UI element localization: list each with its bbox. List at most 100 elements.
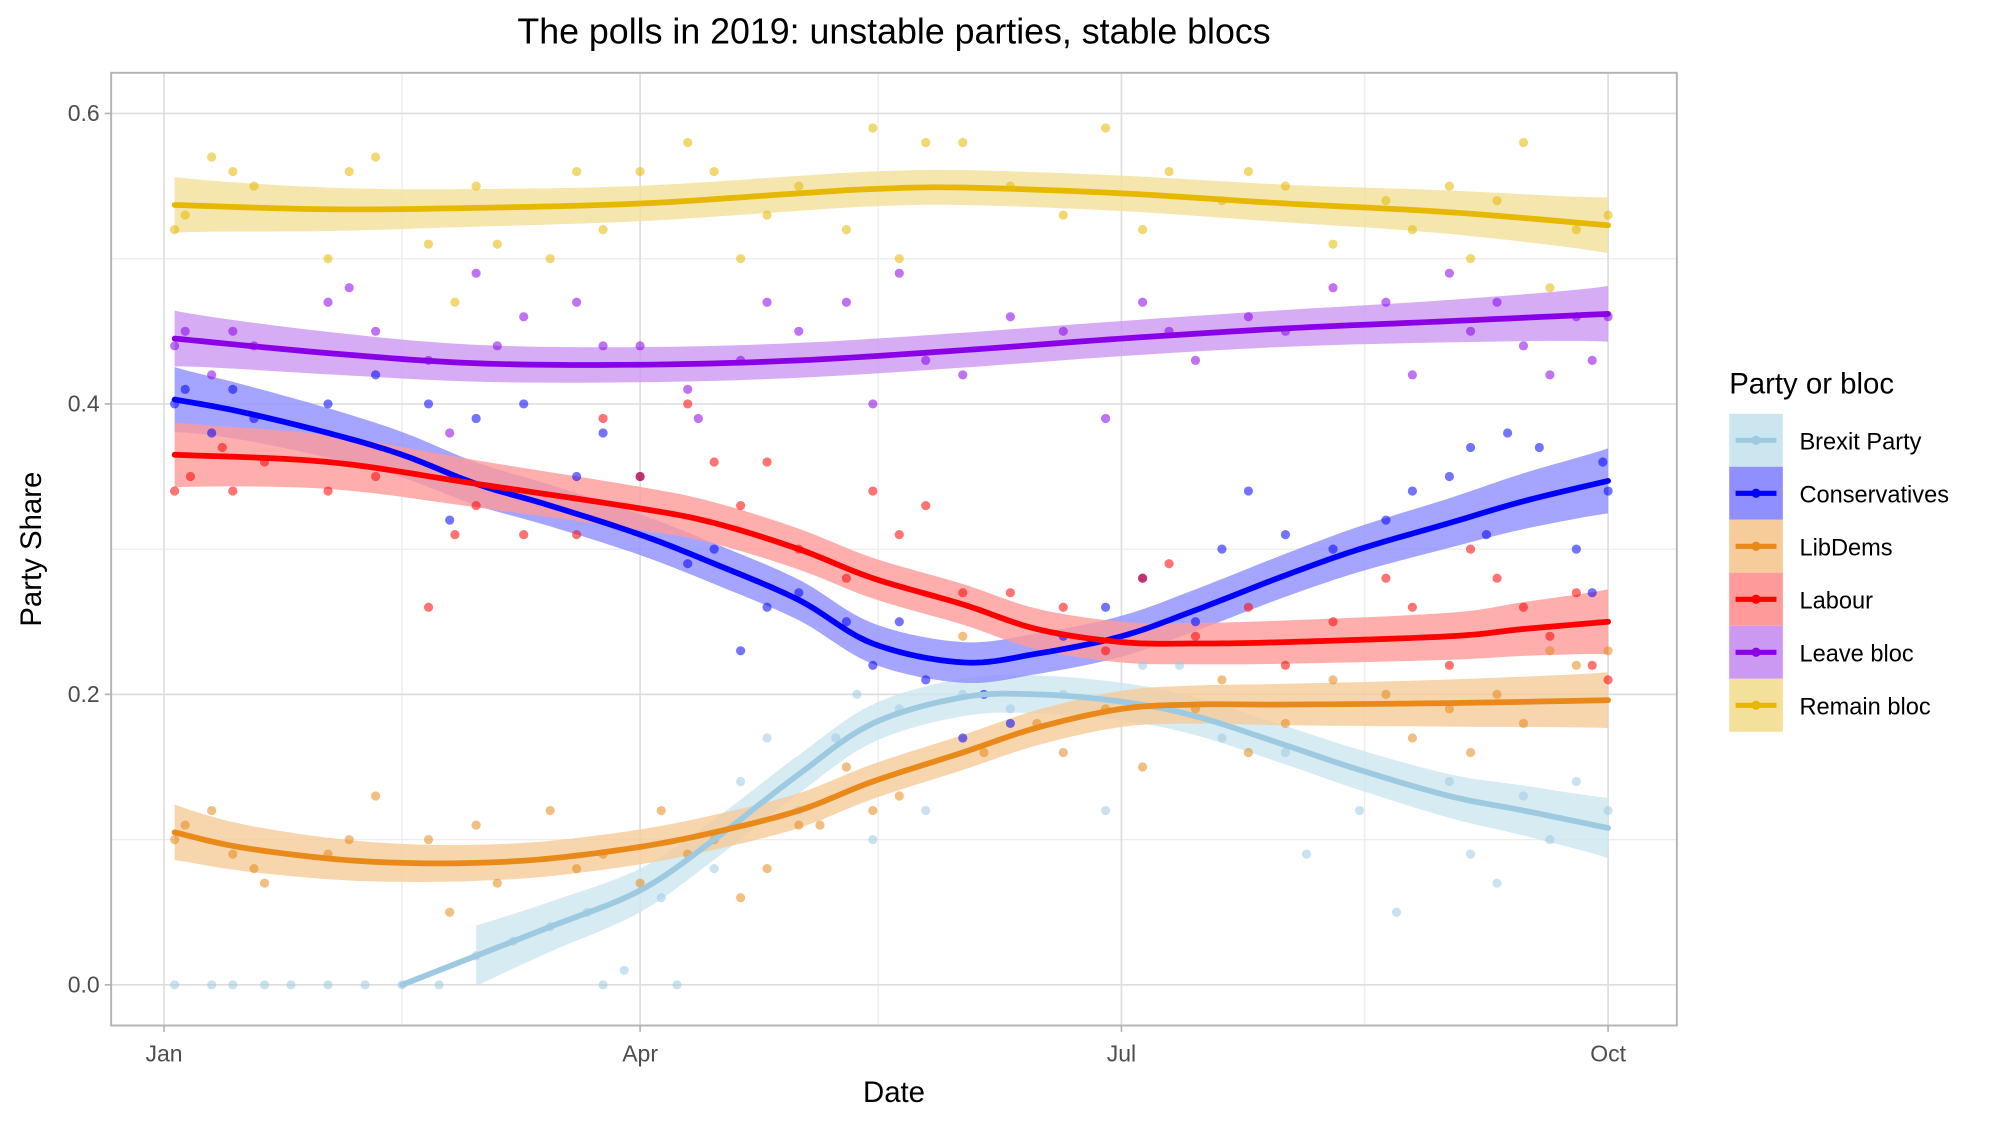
axes: 0.0 0.2 0.4 0.6 Jan Apr Jul Oct [68,100,1627,1066]
x-tick-label: Jul [1107,1040,1136,1066]
libdems-point [762,864,772,874]
conservatives-point [794,588,804,598]
smooth-lines [171,184,1611,988]
conservatives-point [921,675,931,685]
brexit-party-point [921,805,931,816]
labour-point [635,471,645,482]
leave-bloc-point [1190,355,1201,365]
leave-bloc-point [794,326,804,336]
brexit-party-point [286,980,296,990]
leave-bloc-point [170,341,180,351]
labour-point [1100,646,1111,656]
remain-bloc-point [492,239,502,249]
remain-bloc-point [249,181,259,191]
conservatives-point [841,617,851,627]
leave-bloc-confidence-band [174,285,1609,383]
conservatives-point [1465,442,1476,453]
leave-bloc-point [1328,283,1338,293]
remain-bloc-point [471,181,481,191]
labour-confidence-band [174,422,1609,665]
remain-bloc-point [1407,225,1417,235]
leave-bloc-point [1545,370,1555,380]
conservatives-point [1481,530,1492,540]
leave-bloc-point [958,370,968,380]
labour-point [958,588,968,598]
leave-bloc-point [228,326,238,336]
remain-bloc-point [1164,166,1174,177]
brexit-party-legend-point [1751,435,1761,445]
conservatives-point [868,660,878,670]
remain-bloc-point [323,254,333,264]
remain-bloc-point [1381,195,1391,206]
brexit-party-point [207,980,217,990]
libdems-point [207,805,217,816]
labour-point [423,602,434,612]
libdems-point [492,878,502,888]
libdems-point [868,805,878,816]
libdems-point [471,820,481,830]
brexit-party-point [1545,835,1555,845]
remain-bloc-smooth-line [171,184,1611,229]
brexit-party-point [619,965,629,975]
labour-point [683,399,693,409]
labour-point [1603,675,1613,685]
conservatives-point [894,617,904,627]
remain-bloc-point [841,225,851,235]
leave-bloc-point [1005,312,1015,322]
brexit-party-point [672,980,682,990]
libdems-point [894,791,904,801]
labour-point [228,486,238,496]
remain-bloc-point [170,225,180,235]
libdems-point [344,835,354,845]
labour-point [1138,573,1148,583]
conservatives-legend-point [1751,488,1761,498]
remain-bloc-point [1545,283,1555,293]
conservatives-point [1502,428,1513,438]
labour-point [450,530,460,540]
brexit-party-point [1444,776,1454,787]
leave-bloc-point [180,326,190,336]
leave-bloc-point [635,341,645,351]
remain-bloc-point [894,254,904,264]
conservatives-smooth-line [171,396,1611,666]
conservatives-legend-label: Conservatives [1799,483,1949,509]
brexit-party-point [1138,660,1148,670]
remain-bloc-point [736,254,746,264]
leave-bloc-point [1058,326,1068,336]
conservatives-point [1534,442,1544,453]
leave-bloc-point [1381,297,1391,307]
libdems-legend-point [1751,541,1761,551]
labour-point [709,457,719,467]
brexit-party-smooth-line [399,690,1611,988]
brexit-party-point [1571,776,1581,787]
conservatives-point [1100,602,1111,612]
leave-bloc-point [445,428,455,438]
labour-point [572,530,582,540]
brexit-party-point [852,689,862,699]
libdems-point [259,878,270,888]
conservatives-point [1381,515,1391,525]
remain-bloc-point [1571,225,1581,235]
leave-bloc-point [693,413,703,424]
remain-bloc-point [344,166,354,177]
remain-bloc-point [228,166,238,177]
remain-bloc-point [762,210,772,220]
brexit-party-point [228,980,238,990]
labour-point [170,486,180,496]
leave-bloc-point [841,297,851,307]
conservatives-point [1444,471,1454,482]
leave-bloc-point [323,297,333,307]
leave-bloc-point [1100,413,1111,424]
labour-point [598,413,608,424]
libdems-point [1328,675,1338,685]
remain-bloc-point [423,239,434,249]
legend-title: Party or bloc [1729,367,1894,400]
conservatives-point [207,428,217,438]
brexit-party-point [1217,733,1227,743]
remain-bloc-point [794,181,804,191]
brexit-party-point [868,835,878,845]
libdems-point [979,747,989,758]
labour-point [323,486,333,496]
brexit-party-point [1100,805,1111,816]
conservatives-point [762,602,772,612]
